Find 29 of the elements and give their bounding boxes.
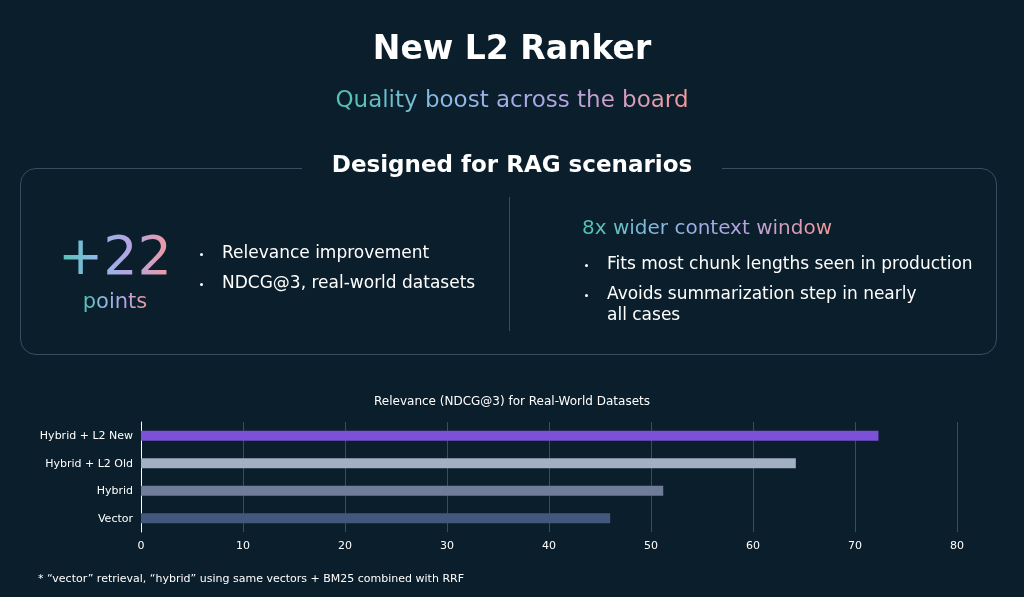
text: +22	[58, 222, 172, 290]
bar	[141, 430, 879, 441]
x-tick-label: 40	[542, 539, 556, 552]
text: Designed for RAG scenarios	[301, 150, 723, 179]
bar	[141, 513, 611, 524]
x-tick-label: 80	[950, 539, 964, 552]
text: NDCG@3, real-world datasets	[222, 272, 476, 294]
y-tick-label: Hybrid + L2 Old	[45, 456, 133, 470]
x-tick-label: 30	[440, 539, 454, 552]
x-tick-label: 50	[644, 539, 658, 552]
x-tick-label: 10	[236, 539, 250, 552]
x-tick-label: 60	[746, 539, 760, 552]
bar	[141, 485, 664, 496]
text: * “vector” retrieval, “hybrid” using same vectors + BM25 combined with RRF	[38, 572, 464, 585]
text: Quality boost across the board	[335, 86, 689, 112]
chart-title: Relevance (NDCG@3) for Real-World Datasets	[374, 394, 650, 408]
text: 8x wider context window	[582, 215, 833, 240]
x-tick-label: 20	[338, 539, 352, 552]
text: Avoids summarization step in nearly all cases	[607, 283, 918, 326]
text: points	[82, 288, 148, 315]
bar	[141, 458, 796, 469]
text: New L2 Ranker	[371, 28, 653, 67]
x-tick-label: 70	[848, 539, 862, 552]
y-tick-label: Vector	[97, 511, 134, 525]
y-tick-label: Hybrid + L2 New	[39, 429, 133, 443]
text: Relevance improvement	[222, 242, 430, 264]
y-tick-label: Hybrid	[96, 484, 133, 498]
text: Fits most chunk lengths seen in production	[607, 253, 973, 275]
x-tick-label: 0	[137, 539, 145, 552]
